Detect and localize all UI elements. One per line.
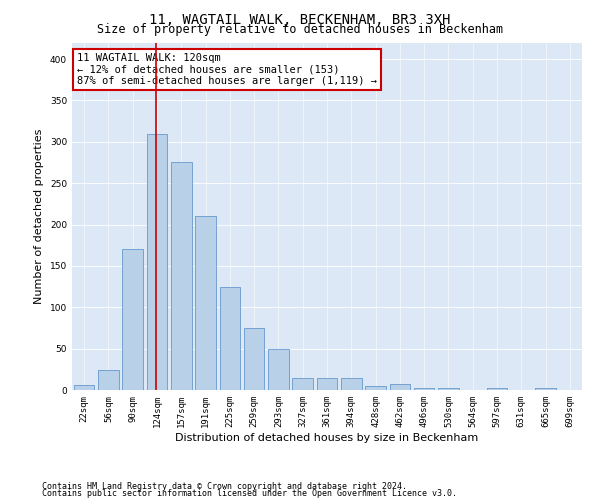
- Bar: [389, 384, 410, 390]
- Text: 11 WAGTAIL WALK: 120sqm
← 12% of detached houses are smaller (153)
87% of semi-d: 11 WAGTAIL WALK: 120sqm ← 12% of detache…: [77, 53, 377, 86]
- Bar: [98, 370, 119, 390]
- Bar: [122, 250, 143, 390]
- Bar: [317, 378, 337, 390]
- Bar: [146, 134, 167, 390]
- Bar: [268, 348, 289, 390]
- Bar: [341, 378, 362, 390]
- Y-axis label: Number of detached properties: Number of detached properties: [34, 128, 44, 304]
- Bar: [438, 388, 459, 390]
- Bar: [487, 388, 508, 390]
- X-axis label: Distribution of detached houses by size in Beckenham: Distribution of detached houses by size …: [175, 432, 479, 442]
- Text: 11, WAGTAIL WALK, BECKENHAM, BR3 3XH: 11, WAGTAIL WALK, BECKENHAM, BR3 3XH: [149, 12, 451, 26]
- Bar: [74, 385, 94, 390]
- Bar: [171, 162, 191, 390]
- Bar: [292, 378, 313, 390]
- Bar: [535, 388, 556, 390]
- Bar: [244, 328, 265, 390]
- Text: Size of property relative to detached houses in Beckenham: Size of property relative to detached ho…: [97, 24, 503, 36]
- Bar: [220, 286, 240, 390]
- Bar: [414, 388, 434, 390]
- Bar: [195, 216, 216, 390]
- Bar: [365, 386, 386, 390]
- Text: Contains HM Land Registry data © Crown copyright and database right 2024.: Contains HM Land Registry data © Crown c…: [42, 482, 407, 491]
- Text: Contains public sector information licensed under the Open Government Licence v3: Contains public sector information licen…: [42, 490, 457, 498]
